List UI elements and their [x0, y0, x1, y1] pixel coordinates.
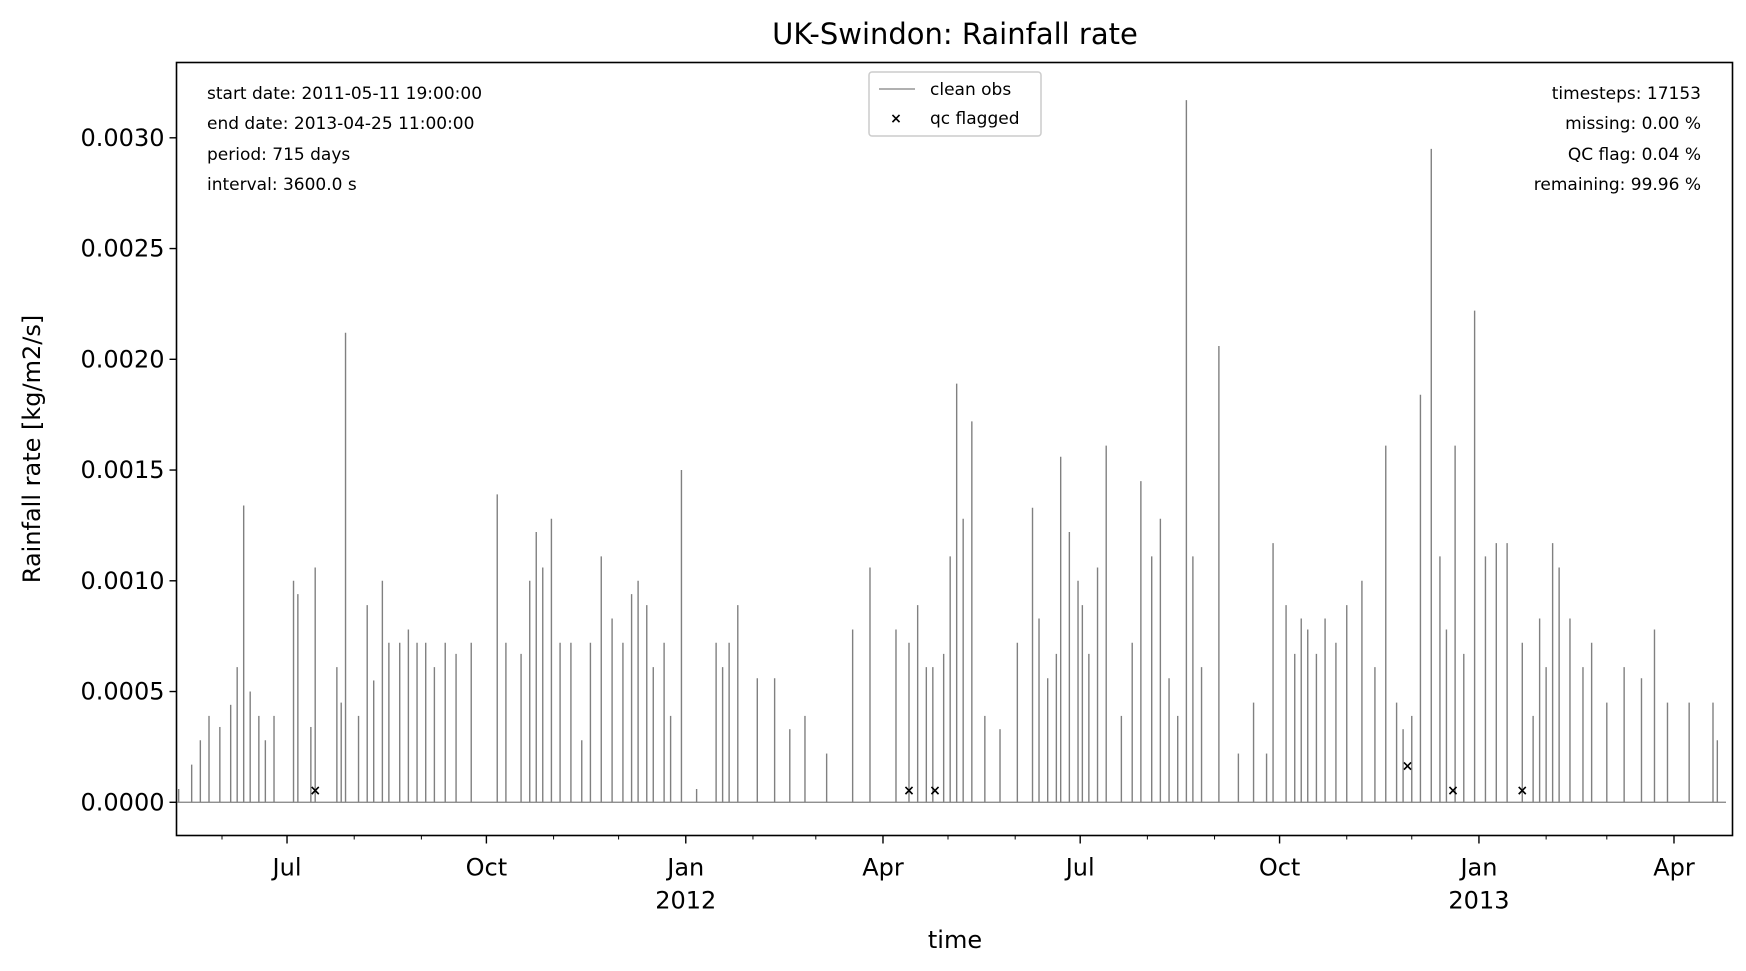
plot-area: × × × × × ×: [177, 100, 1726, 803]
y-tick-label: 0.0030: [81, 124, 165, 152]
x-tick-label: Jan: [1458, 854, 1497, 882]
x-tick-label: Jan: [665, 854, 704, 882]
info-end-date: end date: 2013-04-25 11:00:00: [207, 114, 474, 134]
legend-frame: [868, 71, 1042, 137]
x-tick-year-label: 2012: [655, 887, 716, 915]
info-box-right: timesteps: 17153 missing: 0.00 % QC flag…: [1534, 84, 1701, 195]
x-tick-year-label: 2013: [1448, 887, 1509, 915]
info-qc-flag: QC flag: 0.04 %: [1568, 145, 1701, 165]
plot-frame: [175, 61, 1734, 837]
y-axis: 0.0000 0.0005 0.0010 0.0015 0.0020 0.0025 0.00…: [81, 124, 177, 816]
x-tick-label: Jul: [1064, 854, 1095, 882]
y-tick-label: 0.0020: [81, 345, 165, 373]
y-axis-label: Rainfall rate [kg/m2/s]: [18, 315, 46, 583]
qc-flagged-marker: ×: [1402, 758, 1414, 774]
info-interval: interval: 3600.0 s: [207, 175, 357, 195]
x-tick-label: Jul: [271, 854, 302, 882]
legend-clean-obs: clean obs: [930, 80, 1011, 100]
info-start-date: start date: 2011-05-11 19:00:00: [207, 84, 482, 104]
info-missing: missing: 0.00 %: [1565, 114, 1701, 134]
y-tick-label: 0.0025: [81, 235, 165, 263]
chart-title: UK-Swindon: Rainfall rate: [772, 17, 1138, 51]
y-tick-label: 0.0015: [81, 456, 165, 484]
info-remaining: remaining: 99.96 %: [1534, 175, 1701, 195]
x-axis-label: time: [928, 926, 982, 954]
x-axis: Jul Oct Jan 2012 Apr Jul Oct Jan 2013 Apr: [221, 835, 1695, 915]
legend-qc-marker: ×: [890, 111, 902, 127]
x-tick-label: Apr: [862, 854, 904, 882]
qc-flagged-marker: ×: [1516, 783, 1528, 799]
info-box-left: start date: 2011-05-11 19:00:00 end date…: [207, 84, 482, 195]
y-tick-label: 0.0005: [81, 678, 165, 706]
y-tick-label: 0.0000: [81, 788, 165, 816]
info-timesteps: timesteps: 17153: [1552, 84, 1701, 104]
legend-qc-flagged: qc flagged: [930, 109, 1020, 129]
qc-flagged-marker: ×: [903, 783, 915, 799]
qc-flagged-marker: ×: [1447, 783, 1459, 799]
y-tick-label: 0.0010: [81, 567, 165, 595]
qc-flagged-marker: ×: [929, 783, 941, 799]
legend: clean obs × qc flagged: [868, 71, 1042, 137]
x-tick-label: Oct: [466, 854, 508, 882]
x-tick-label: Apr: [1653, 854, 1695, 882]
info-period: period: 715 days: [207, 145, 350, 165]
qc-flagged-marker: ×: [309, 783, 321, 799]
x-tick-label: Oct: [1259, 854, 1301, 882]
